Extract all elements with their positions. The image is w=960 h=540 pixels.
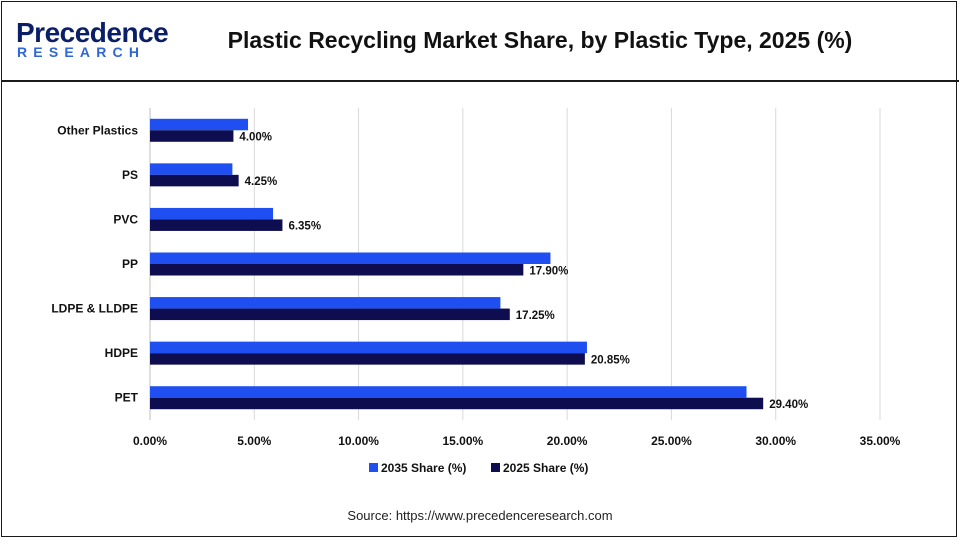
- source-note: Source: https://www.precedenceresearch.c…: [347, 508, 613, 523]
- logo-wordmark: Precedence: [16, 17, 169, 48]
- legend-swatch-2025: [491, 463, 500, 472]
- bar-2025: [150, 397, 764, 410]
- category-label: PVC: [113, 212, 138, 226]
- data-label: 6.35%: [288, 221, 321, 233]
- x-tick-label: 30.00%: [755, 434, 796, 448]
- x-tick-label: 15.00%: [443, 434, 484, 448]
- bar-2035: [150, 297, 501, 309]
- x-tick-label: 20.00%: [547, 434, 588, 448]
- chart-title: Plastic Recycling Market Share, by Plast…: [227, 27, 853, 53]
- bar-2025: [150, 353, 585, 365]
- data-label: 29.40%: [769, 399, 808, 411]
- legend-swatch-2035: [369, 463, 378, 472]
- bar-2035: [150, 386, 747, 398]
- legend-label: 2035 Share (%): [381, 461, 466, 475]
- x-tick-label: 0.00%: [133, 434, 167, 448]
- category-label: PS: [122, 168, 138, 182]
- bar-2025: [150, 219, 283, 231]
- bar-2035: [150, 341, 587, 354]
- x-tick-label: 35.00%: [860, 434, 901, 448]
- bar-2035: [150, 207, 274, 220]
- data-label: 4.00%: [239, 132, 272, 144]
- category-label: PP: [122, 257, 138, 271]
- x-tick-label: 25.00%: [651, 434, 692, 448]
- bar-2025: [150, 174, 239, 187]
- data-label: 17.25%: [516, 310, 555, 322]
- category-label: LDPE & LLDPE: [51, 302, 138, 316]
- category-label: Other Plastics: [57, 123, 138, 137]
- bar-2035: [150, 118, 249, 131]
- logo-subtitle: RESEARCH: [17, 44, 146, 60]
- x-tick-label: 10.00%: [338, 434, 379, 448]
- category-label: HDPE: [105, 346, 138, 360]
- legend-label: 2025 Share (%): [503, 461, 588, 475]
- bar-2025: [150, 130, 234, 142]
- header: Precedence RESEARCH Plastic Recycling Ma…: [0, 0, 960, 82]
- x-tick-label: 5.00%: [237, 434, 271, 448]
- category-label: PET: [115, 391, 139, 405]
- data-label: 4.25%: [245, 176, 278, 188]
- bar-2035: [150, 163, 233, 175]
- data-label: 17.90%: [529, 265, 568, 277]
- header-divider: [1, 80, 959, 82]
- bar-chart: 0.00% 5.00% 10.00% 15.00% 20.00% 25.00% 30.00%…: [51, 108, 901, 475]
- bar-2035: [150, 252, 551, 264]
- bar-2025: [150, 308, 510, 321]
- brand-logo: Precedence RESEARCH: [16, 17, 169, 64]
- bar-2025: [150, 264, 524, 276]
- data-label: 20.85%: [591, 354, 630, 366]
